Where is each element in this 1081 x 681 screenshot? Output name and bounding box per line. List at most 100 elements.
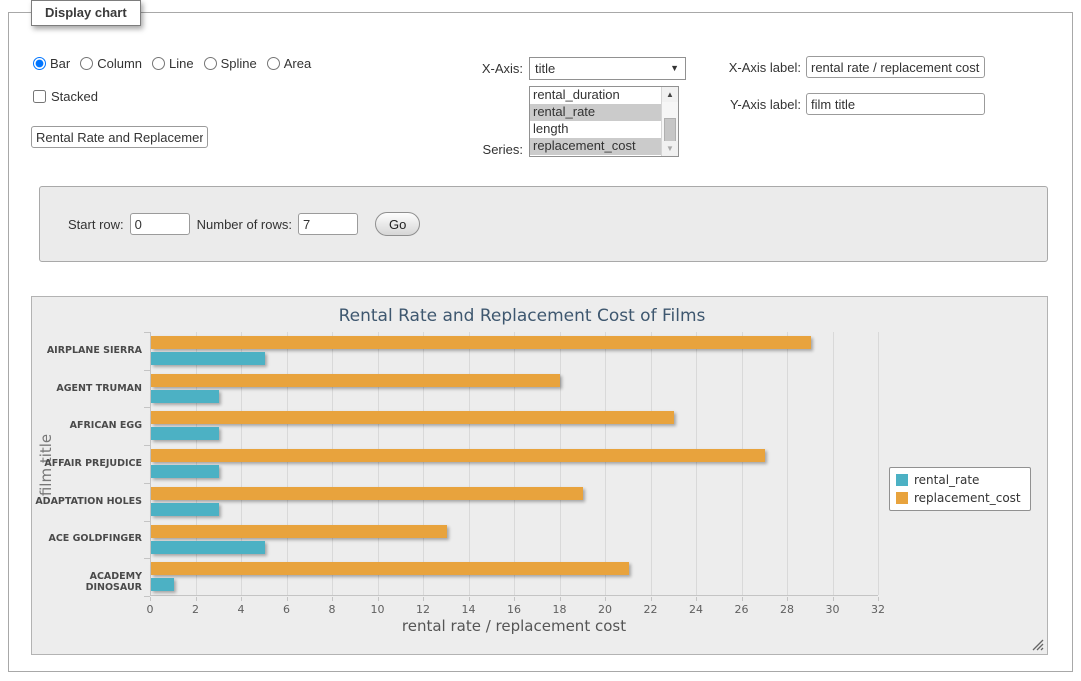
x-axis-tick-label: 18 (552, 603, 567, 616)
gridline (650, 332, 652, 595)
num-rows-label: Number of rows: (196, 216, 292, 232)
x-axis-tick-label: 4 (237, 603, 245, 616)
x-axis-tick (878, 597, 879, 601)
gridline (332, 332, 333, 595)
display-chart-panel: Display chart Bar Column Line Spline Area St… (8, 0, 1073, 672)
num-rows-input[interactable] (298, 213, 358, 235)
chart-type-option-bar: Bar (33, 56, 70, 71)
gridline (468, 332, 470, 595)
scroll-up-icon[interactable]: ▲ (662, 87, 678, 102)
series-option-rental_rate[interactable]: rental_rate (530, 104, 661, 121)
radio-area[interactable] (266, 57, 280, 70)
y-axis-tick (144, 482, 150, 484)
series-listbox[interactable]: rental_duration rental_rate length replacem… (529, 86, 679, 157)
chart-plot (150, 332, 879, 596)
radio-bar[interactable] (33, 57, 46, 70)
stacked-row: Stacked (33, 89, 98, 104)
x-axis-tick (514, 597, 515, 601)
x-axis-tick (605, 597, 606, 601)
scroll-down-icon[interactable]: ▼ (662, 141, 678, 156)
radio-spline[interactable] (203, 57, 217, 70)
x-axis-tick-label: 10 (370, 603, 385, 616)
y-axis-tick (144, 558, 150, 560)
y-axis-tick (144, 369, 150, 371)
gridline (423, 332, 424, 595)
category-label: AFRICAN EGG (69, 420, 142, 432)
series-option-length[interactable]: length (533, 121, 569, 136)
bar-rental_rate-airplane-sierra[interactable] (151, 352, 265, 365)
x-axis-tick (468, 597, 470, 601)
x-axis-label-input[interactable] (806, 56, 985, 78)
gridline (605, 332, 606, 595)
x-axis-tick-label: 28 (780, 603, 794, 616)
bar-replacement_cost-ace-goldfinger[interactable] (151, 524, 447, 538)
chart-type-label: Spline (220, 56, 257, 71)
y-axis-tick (144, 407, 150, 409)
resize-handle-icon[interactable] (1031, 638, 1044, 651)
bar-replacement_cost-adaptation-holes[interactable] (151, 486, 584, 500)
x-axis-tick (332, 597, 333, 601)
x-axis-tick-label: 26 (734, 603, 749, 616)
y-axis-tick (144, 520, 150, 522)
stacked-checkbox[interactable] (33, 90, 46, 103)
x-axis-label-label: X-Axis label: (728, 60, 801, 75)
start-row-input[interactable] (129, 213, 190, 235)
chart-type-option-column: Column (80, 56, 142, 71)
chevron-down-icon: ▼ (670, 63, 679, 73)
gridline (514, 332, 515, 595)
gridline (241, 332, 242, 595)
bar-replacement_cost-affair-prejudice[interactable] (151, 449, 766, 463)
bar-replacement_cost-agent-truman[interactable] (151, 373, 561, 387)
chart-title: Rental Rate and Replacement Cost of Film… (338, 306, 706, 326)
legend-item-replacement_cost[interactable]: replacement_cost (896, 491, 1021, 505)
bar-rental_rate-academy-dinosaur[interactable] (151, 578, 174, 592)
y-axis-label-label: Y-Axis label: (729, 97, 801, 112)
x-axis-tick (696, 597, 697, 601)
x-axis-tick-label: 14 (461, 603, 476, 616)
x-axis-tick (286, 597, 288, 601)
chart-type-label: Area (283, 56, 312, 71)
series-options: rental_duration rental_rate length replacem… (530, 87, 661, 156)
series-option-rental_duration[interactable]: rental_duration (533, 87, 620, 102)
gridline (286, 332, 288, 595)
y-axis-label-input[interactable] (806, 93, 985, 115)
category-label: ACE GOLDFINGER (48, 533, 142, 545)
x-axis-tick (650, 597, 652, 601)
x-axis-tick (195, 597, 197, 601)
gridline (559, 332, 561, 595)
bar-rental_rate-agent-truman[interactable] (151, 389, 220, 403)
x-axis-tick-label: 32 (871, 603, 885, 616)
series-option-replacement_cost[interactable]: replacement_cost (530, 138, 661, 155)
chart-type-option-area: Area (266, 56, 312, 71)
chart-type-option-spline: Spline (203, 56, 257, 71)
bar-rental_rate-adaptation-holes[interactable] (151, 502, 220, 516)
bar-rental_rate-african-egg[interactable] (151, 427, 220, 441)
chart-type-label: Line (169, 56, 194, 71)
bar-replacement_cost-african-egg[interactable] (151, 411, 675, 425)
x-axis-tick-label: 6 (283, 603, 290, 616)
bar-replacement_cost-academy-dinosaur[interactable] (151, 562, 629, 576)
series-scrollbar[interactable]: ▲ ▼ (661, 87, 678, 156)
scrollbar-thumb[interactable] (664, 118, 676, 143)
legend-item-rental_rate[interactable]: rental_rate (896, 473, 1021, 487)
radio-column[interactable] (80, 57, 94, 70)
go-button[interactable]: Go (375, 212, 421, 236)
x-axis-select[interactable]: title ▼ (529, 57, 686, 80)
chart-title-input[interactable] (31, 126, 208, 148)
panel-title: Display chart (31, 0, 141, 26)
category-label: AGENT TRUMAN (56, 382, 142, 394)
x-axis-tick (377, 597, 379, 601)
bar-replacement_cost-airplane-sierra[interactable] (151, 336, 811, 349)
bar-rental_rate-affair-prejudice[interactable] (151, 465, 220, 479)
gridline (696, 332, 697, 595)
chart-legend: rental_rate replacement_cost (889, 467, 1031, 511)
legend-swatch-replacement_cost (896, 492, 908, 504)
y-axis-tick (144, 445, 150, 447)
radio-line[interactable] (152, 57, 166, 70)
bar-rental_rate-ace-goldfinger[interactable] (151, 540, 265, 554)
gridline (878, 332, 879, 595)
x-axis-tick (741, 597, 743, 601)
row-controls-box: Start row: Number of rows: Go (39, 186, 1048, 262)
x-axis-tick-label: 16 (507, 603, 521, 616)
x-axis-tick (241, 597, 242, 601)
